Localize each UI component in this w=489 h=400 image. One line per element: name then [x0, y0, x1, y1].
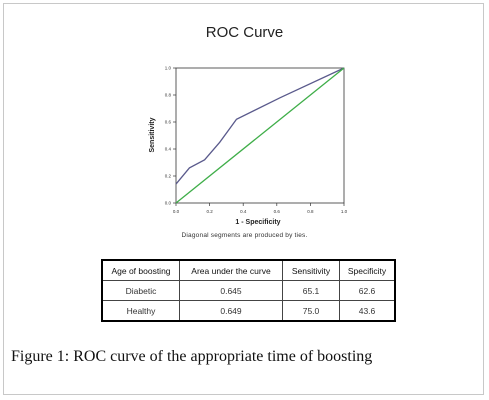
chart-footnote: Diagonal segments are produced by ties.: [181, 232, 308, 239]
table-row: Diabetic 0.645 65.1 62.6: [101, 280, 396, 301]
table-row: Healthy 0.649 75.0 43.6: [101, 300, 396, 322]
figure-caption: Figure 1: ROC curve of the appropriate t…: [11, 348, 373, 365]
results-table: Age of boosting Area under the curve Sen…: [101, 259, 396, 322]
table-cell: 0.645: [179, 280, 283, 301]
x-tick-label: 0.6: [274, 209, 281, 214]
table-cell: 65.1: [282, 280, 340, 301]
y-tick-label: 1.0: [165, 66, 172, 71]
y-tick-label: 0.6: [165, 120, 172, 125]
chart-title: ROC Curve: [205, 24, 284, 41]
y-tick-label: 0.4: [165, 147, 172, 152]
y-tick-label: 0.8: [165, 93, 172, 98]
y-axis-label: Sensitivity: [149, 117, 156, 152]
x-axis-label: 1 - Specificity: [235, 219, 280, 226]
roc-chart: 0.0 0.2 0.4 0.6 0.8 1.0 0.0 0.2 0.4 0.6 0.8 1.0 1 -…: [149, 66, 348, 227]
x-tick-label: 0.8: [307, 209, 314, 214]
x-tick-label: 0.0: [173, 209, 180, 214]
header-cell: Sensitivity: [282, 259, 340, 281]
roc-curve-line: [175, 67, 345, 185]
x-tick-label: 0.2: [206, 209, 213, 214]
y-tick-label: 0.2: [165, 174, 172, 179]
header-cell: Specificity: [339, 259, 396, 281]
table-cell: 75.0: [282, 300, 340, 322]
table-cell: 62.6: [339, 280, 396, 301]
ticks: 0.0 0.2 0.4 0.6 0.8 1.0 0.0 0.2 0.4 0.6 0.8 1.0: [165, 66, 348, 215]
x-tick-label: 1.0: [341, 209, 348, 214]
table-header-row: Age of boosting Area under the curve Sen…: [101, 259, 396, 281]
plot-area-border: [175, 67, 345, 204]
header-cell: Area under the curve: [179, 259, 283, 281]
table-cell: 0.649: [179, 300, 283, 322]
table-cell: 43.6: [339, 300, 396, 322]
table-cell: Healthy: [101, 300, 180, 322]
series: [175, 67, 345, 204]
reference-diagonal-line: [175, 67, 345, 204]
x-tick-label: 0.4: [240, 209, 247, 214]
table-cell: Diabetic: [101, 280, 180, 301]
axes: [175, 67, 345, 204]
header-cell: Age of boosting: [101, 259, 180, 281]
y-tick-label: 0.0: [165, 201, 172, 206]
